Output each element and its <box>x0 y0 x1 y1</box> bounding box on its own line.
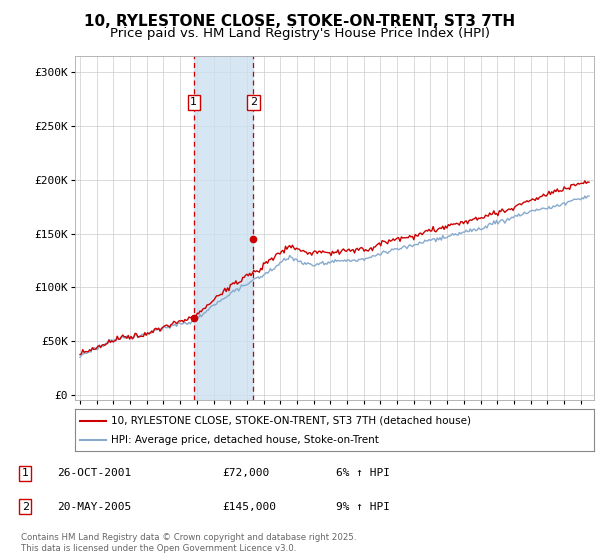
Text: 2: 2 <box>250 97 257 108</box>
Text: 20-MAY-2005: 20-MAY-2005 <box>57 502 131 512</box>
Text: HPI: Average price, detached house, Stoke-on-Trent: HPI: Average price, detached house, Stok… <box>112 435 379 445</box>
Text: Contains HM Land Registry data © Crown copyright and database right 2025.
This d: Contains HM Land Registry data © Crown c… <box>21 533 356 553</box>
Text: 10, RYLESTONE CLOSE, STOKE-ON-TRENT, ST3 7TH: 10, RYLESTONE CLOSE, STOKE-ON-TRENT, ST3… <box>85 14 515 29</box>
Text: 6% ↑ HPI: 6% ↑ HPI <box>336 468 390 478</box>
Text: Price paid vs. HM Land Registry's House Price Index (HPI): Price paid vs. HM Land Registry's House … <box>110 27 490 40</box>
Text: 1: 1 <box>22 468 29 478</box>
Text: 9% ↑ HPI: 9% ↑ HPI <box>336 502 390 512</box>
Text: 26-OCT-2001: 26-OCT-2001 <box>57 468 131 478</box>
Text: £145,000: £145,000 <box>222 502 276 512</box>
Bar <box>194 56 253 400</box>
Text: 2: 2 <box>22 502 29 512</box>
Text: £72,000: £72,000 <box>222 468 269 478</box>
Text: 10, RYLESTONE CLOSE, STOKE-ON-TRENT, ST3 7TH (detached house): 10, RYLESTONE CLOSE, STOKE-ON-TRENT, ST3… <box>112 416 472 426</box>
Text: 1: 1 <box>190 97 197 108</box>
